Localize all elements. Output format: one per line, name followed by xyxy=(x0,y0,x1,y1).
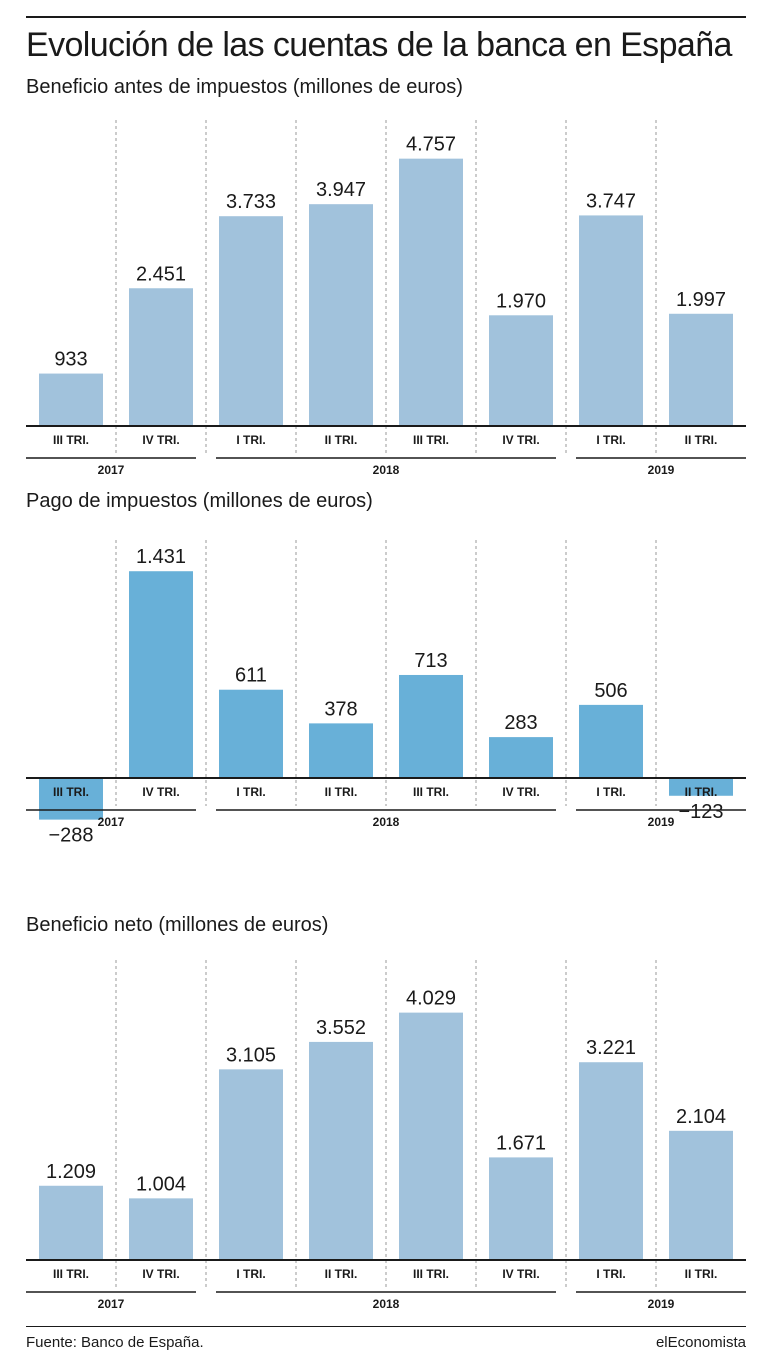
data-label: 2.451 xyxy=(136,263,186,285)
x-tick-label: I TRI. xyxy=(596,785,625,799)
bar xyxy=(309,204,373,426)
x-tick-label: IV TRI. xyxy=(502,1267,539,1281)
bar xyxy=(489,737,553,778)
bar xyxy=(219,1069,283,1260)
bar xyxy=(579,1062,643,1260)
x-tick-label: III TRI. xyxy=(413,433,449,447)
chart-title-tax-payment: Pago de impuestos (millones de euros) xyxy=(26,490,373,512)
x-tick-label: III TRI. xyxy=(53,1267,89,1281)
x-tick-label: III TRI. xyxy=(413,785,449,799)
data-label: 3.105 xyxy=(226,1044,276,1066)
bar xyxy=(489,1157,553,1260)
x-tick-label: III TRI. xyxy=(413,1267,449,1281)
x-tick-label: IV TRI. xyxy=(142,433,179,447)
data-label: 506 xyxy=(594,680,627,702)
bar xyxy=(669,313,733,426)
bar xyxy=(309,1041,373,1260)
year-label: 2017 xyxy=(98,463,125,477)
chart-title-net-profit: Beneficio neto (millones de euros) xyxy=(26,914,329,936)
bar xyxy=(399,674,463,778)
x-tick-label: III TRI. xyxy=(53,785,89,799)
bar xyxy=(129,288,193,426)
year-label: 2019 xyxy=(648,1297,675,1311)
year-label: 2019 xyxy=(648,815,675,829)
x-tick-label: II TRI. xyxy=(325,785,358,799)
bar xyxy=(399,158,463,426)
x-tick-label: I TRI. xyxy=(236,433,265,447)
year-label: 2019 xyxy=(648,463,675,477)
chart-pretax-profit: 933 2.451 3.733 3.947 4.757 1.970 3.747 1.997 II… xyxy=(26,120,746,477)
data-label: 1.209 xyxy=(46,1161,96,1183)
chart-net-profit: 1.209 1.004 3.105 3.552 4.029 1.671 3.221 2.104… xyxy=(26,960,746,1311)
x-tick-label: IV TRI. xyxy=(142,785,179,799)
year-label: 2018 xyxy=(373,815,400,829)
bar xyxy=(579,704,643,778)
bar xyxy=(39,373,103,426)
brand-logo: elEconomista xyxy=(655,1334,746,1351)
x-tick-label: II TRI. xyxy=(685,785,718,799)
bar xyxy=(309,723,373,778)
data-label: 378 xyxy=(324,698,357,720)
x-tick-label: I TRI. xyxy=(236,1267,265,1281)
data-label: −288 xyxy=(48,825,93,847)
chart-tax-payment: −288 1.431 611 378 713 283 506 −123 III TRI. IV T… xyxy=(26,540,746,847)
chart-title-pretax-profit: Beneficio antes de impuestos (millones d… xyxy=(26,76,463,98)
data-label: 3.747 xyxy=(586,190,636,212)
bar xyxy=(129,571,193,778)
page-title: Evolución de las cuentas de la banca en … xyxy=(26,26,732,64)
source-note: Fuente: Banco de España. xyxy=(26,1334,204,1351)
bar xyxy=(489,315,553,426)
top-rule xyxy=(26,16,746,18)
data-label: 933 xyxy=(54,349,87,371)
bar xyxy=(39,778,103,820)
data-label: 1.970 xyxy=(496,290,546,312)
x-tick-label: II TRI. xyxy=(325,433,358,447)
data-label: 3.552 xyxy=(316,1017,366,1039)
data-label: 2.104 xyxy=(676,1106,726,1128)
data-label: 611 xyxy=(235,665,267,687)
bar xyxy=(669,778,733,796)
bottom-rule xyxy=(26,1326,746,1327)
data-label: 4.757 xyxy=(406,134,456,156)
data-label: 3.221 xyxy=(586,1037,636,1059)
data-label: 1.004 xyxy=(136,1173,186,1195)
bar xyxy=(579,215,643,426)
year-label: 2017 xyxy=(98,1297,125,1311)
bar xyxy=(219,216,283,426)
year-label: 2017 xyxy=(98,815,125,829)
data-label: 1.431 xyxy=(136,546,186,568)
x-tick-label: I TRI. xyxy=(596,433,625,447)
x-tick-label: IV TRI. xyxy=(502,433,539,447)
year-label: 2018 xyxy=(373,463,400,477)
bar xyxy=(669,1130,733,1260)
data-label: 283 xyxy=(504,712,537,734)
x-tick-label: II TRI. xyxy=(685,1267,718,1281)
data-label: −123 xyxy=(678,801,723,823)
bar xyxy=(39,1185,103,1260)
x-tick-label: II TRI. xyxy=(325,1267,358,1281)
x-tick-label: II TRI. xyxy=(685,433,718,447)
x-tick-label: I TRI. xyxy=(236,785,265,799)
data-label: 1.671 xyxy=(496,1132,546,1154)
data-label: 3.947 xyxy=(316,179,366,201)
data-label: 1.997 xyxy=(676,289,726,311)
x-tick-label: I TRI. xyxy=(596,1267,625,1281)
x-tick-label: III TRI. xyxy=(53,433,89,447)
data-label: 713 xyxy=(414,650,447,672)
x-tick-label: IV TRI. xyxy=(142,1267,179,1281)
data-label: 3.733 xyxy=(226,191,276,213)
x-tick-label: IV TRI. xyxy=(502,785,539,799)
bar xyxy=(129,1198,193,1260)
data-label: 4.029 xyxy=(406,988,456,1010)
bar xyxy=(399,1012,463,1260)
year-label: 2018 xyxy=(373,1297,400,1311)
bar xyxy=(219,689,283,778)
